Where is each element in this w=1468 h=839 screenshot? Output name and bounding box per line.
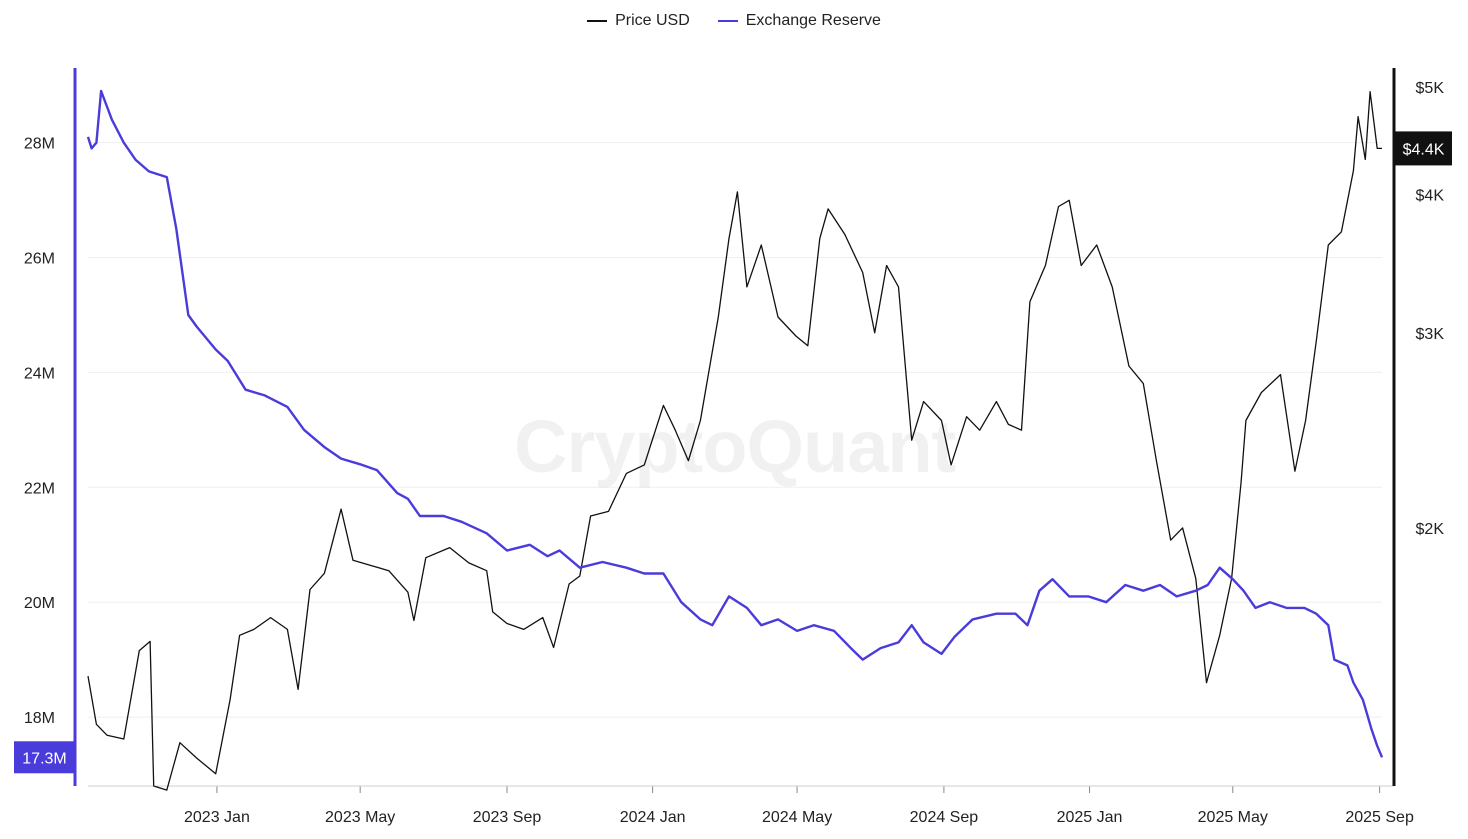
x-tick-label: 2025 May (1198, 809, 1268, 826)
left-tick-label: 24M (24, 365, 55, 382)
x-tick-label: 2023 Sep (473, 809, 542, 826)
legend-label-reserve: Exchange Reserve (745, 12, 881, 29)
reserve-current-label: 17.3M (22, 750, 66, 767)
x-tick-label: 2023 May (325, 809, 395, 826)
legend-item-price[interactable]: Price USD (587, 12, 690, 30)
series-line-exchange-reserve (86, 89, 1384, 758)
x-tick-label: 2024 May (762, 809, 832, 826)
right-tick-label: $2K (1416, 521, 1445, 538)
legend-swatch-price (587, 20, 608, 22)
left-axis-ticks: 18M 20M 22M 24M 26M 28M (24, 136, 55, 727)
price-current-badge (1395, 131, 1452, 166)
right-tick-label: $4K (1416, 187, 1445, 204)
x-tick-label: 2023 Jan (184, 809, 250, 826)
left-tick-label: 18M (24, 710, 55, 727)
right-tick-label: $5K (1416, 80, 1445, 97)
x-tick-label: 2024 Jan (620, 809, 686, 826)
x-axis-ticks: 2023 Jan 2023 May 2023 Sep 2024 Jan 2024 May… (184, 786, 1414, 826)
legend-item-reserve[interactable]: Exchange Reserve (717, 12, 881, 30)
left-tick-label: 26M (24, 251, 55, 268)
value-badges: 17.3M $4.4K (14, 131, 1452, 774)
axes (73, 68, 1396, 787)
x-tick-label: 2025 Jan (1057, 809, 1123, 826)
left-tick-label: 22M (24, 480, 55, 497)
legend: Price USD Exchange Reserve (0, 12, 1468, 30)
series-lines (86, 89, 1384, 791)
legend-label-price: Price USD (615, 12, 690, 29)
grid-lines (88, 142, 1382, 718)
right-tick-label: $3K (1416, 326, 1445, 343)
left-tick-label: 20M (24, 595, 55, 612)
series-line-price-usd (87, 91, 1382, 791)
legend-swatch-reserve (717, 20, 738, 22)
x-tick-label: 2024 Sep (910, 809, 979, 826)
right-axis-ticks: $2K $3K $4K $5K (1416, 80, 1445, 538)
left-tick-label: 28M (24, 136, 55, 153)
reserve-current-badge (14, 741, 75, 774)
price-current-label: $4.4K (1403, 141, 1445, 158)
watermark-logo: CryptoQuant (514, 405, 956, 488)
x-tick-label: 2025 Sep (1345, 809, 1414, 826)
